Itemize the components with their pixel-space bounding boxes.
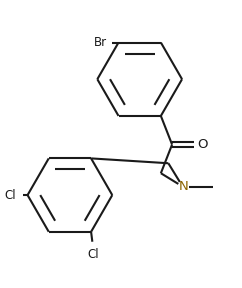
Text: Cl: Cl (88, 248, 99, 261)
Text: O: O (197, 138, 207, 151)
Text: Cl: Cl (5, 189, 16, 202)
Text: N: N (178, 180, 188, 194)
Text: Br: Br (94, 36, 107, 49)
